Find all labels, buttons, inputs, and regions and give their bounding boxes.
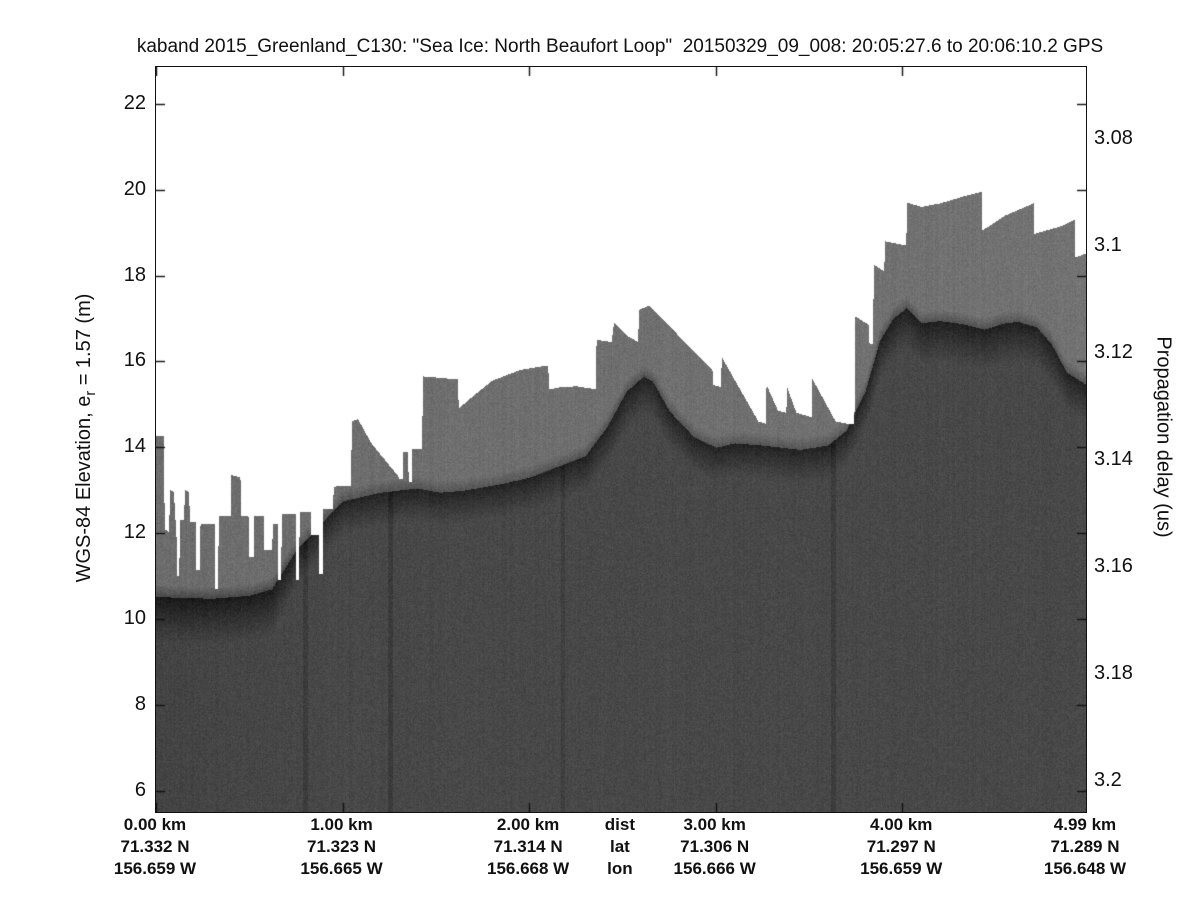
x-tick-lon: 156.659 W	[113, 859, 197, 878]
x-tick-lon: 156.648 W	[1043, 859, 1127, 878]
y-tick-label-elevation: 6	[134, 778, 146, 801]
y-tick-label-elevation: 16	[123, 349, 146, 372]
x-tick-dist: 3.00 km	[683, 815, 746, 834]
x-tick-dist: 0.00 km	[123, 815, 187, 834]
echogram-canvas	[156, 67, 1086, 812]
x-tick-lon: 156.668 W	[486, 859, 570, 878]
x-tick-label-column: 3.00 km 71.306 N 156.666 W	[650, 814, 780, 880]
x-tick-lat: 71.314 N	[493, 837, 563, 856]
x-tick-lon: 156.665 W	[300, 859, 383, 878]
x-tick-lon: lon	[607, 859, 633, 878]
x-tick-dist: 4.99 km	[1053, 815, 1117, 834]
y-tick-label-elevation: 20	[123, 177, 146, 200]
y-tick-label-elevation: 18	[123, 263, 146, 286]
x-tick-dist: 4.00 km	[870, 815, 933, 834]
x-tick-label-column: 2.00 km 71.314 N 156.668 W	[463, 814, 593, 880]
y-tick-label-delay: 3.14	[1094, 448, 1133, 470]
y-axis-label-right: Propagation delay (us)	[1152, 336, 1175, 538]
x-tick-label-column: 4.99 km 71.289 N 156.648 W	[1020, 814, 1150, 880]
y-tick-label-delay: 3.1	[1094, 233, 1122, 256]
y-tick-label-elevation: 22	[123, 91, 146, 114]
y-axis-label-left-post: = 1.57 (m)	[73, 293, 95, 391]
x-tick-lon: 156.666 W	[673, 859, 756, 878]
x-tick-lat: 71.323 N	[307, 837, 377, 856]
y-tick-label-elevation: 10	[123, 606, 146, 629]
y-axis-label-left-pre: WGS-84 Elevation, e	[73, 395, 95, 583]
plot-area	[155, 66, 1087, 813]
x-tick-dist: dist	[604, 815, 636, 834]
y-tick-label-delay: 3.2	[1094, 769, 1122, 792]
x-tick-label-column: 0.00 km 71.332 N 156.659 W	[90, 814, 220, 880]
x-tick-lat: 71.306 N	[680, 837, 750, 856]
chart-title: kaband 2015_Greenland_C130: "Sea Ice: No…	[136, 36, 1104, 57]
x-tick-lat: 71.297 N	[866, 837, 936, 856]
x-axis-row-header: dist lat lon	[555, 814, 685, 880]
x-tick-lat: 71.289 N	[1050, 837, 1120, 856]
x-tick-dist: 1.00 km	[310, 815, 373, 834]
y-tick-label-elevation: 8	[134, 692, 146, 715]
x-tick-label-column: 4.00 km 71.297 N 156.659 W	[836, 814, 966, 880]
x-tick-lat: lat	[609, 837, 630, 856]
y-tick-label-elevation: 12	[123, 521, 146, 544]
x-tick-dist: 2.00 km	[496, 815, 560, 834]
x-tick-lat: 71.332 N	[120, 837, 190, 856]
y-axis-label-left-sub: r	[83, 390, 99, 396]
y-tick-label-delay: 3.08	[1094, 126, 1133, 149]
y-tick-label-delay: 3.18	[1094, 662, 1133, 685]
y-tick-label-delay: 3.12	[1094, 340, 1133, 363]
x-tick-lon: 156.659 W	[860, 859, 943, 878]
y-tick-label-delay: 3.16	[1094, 555, 1133, 578]
y-tick-label-elevation: 14	[123, 435, 146, 458]
x-tick-label-column: 1.00 km 71.323 N 156.665 W	[277, 814, 407, 880]
